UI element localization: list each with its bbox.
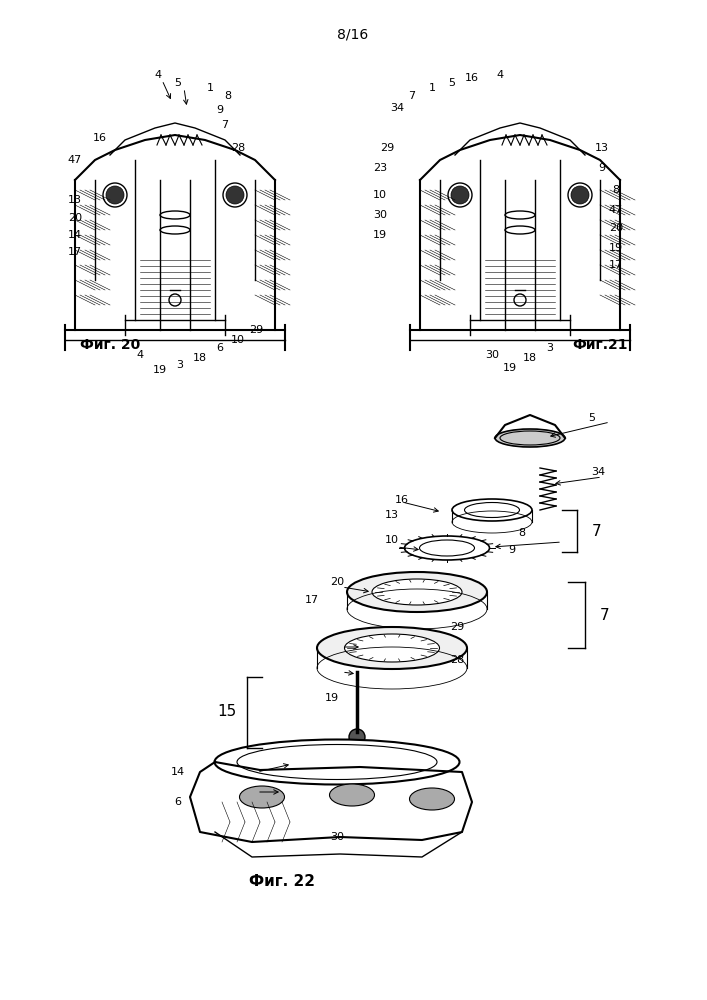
Text: 13: 13 — [595, 143, 609, 153]
Text: 17: 17 — [609, 260, 623, 270]
Text: 34: 34 — [390, 103, 404, 113]
Ellipse shape — [317, 627, 467, 669]
Ellipse shape — [237, 744, 437, 780]
Text: 4: 4 — [154, 70, 162, 80]
Ellipse shape — [240, 786, 284, 808]
Text: 5: 5 — [588, 413, 595, 423]
Circle shape — [106, 186, 124, 204]
Text: 15: 15 — [218, 704, 237, 720]
Ellipse shape — [464, 502, 520, 518]
Text: 30: 30 — [485, 350, 499, 360]
Text: 30: 30 — [330, 832, 344, 842]
Text: 16: 16 — [395, 495, 409, 505]
Text: 14: 14 — [171, 767, 185, 777]
Text: 18: 18 — [523, 353, 537, 363]
Text: 10: 10 — [373, 190, 387, 200]
Text: 8: 8 — [224, 91, 232, 101]
Text: 19: 19 — [153, 365, 167, 375]
Ellipse shape — [344, 634, 440, 662]
Circle shape — [571, 186, 589, 204]
Text: 20: 20 — [330, 577, 344, 587]
Ellipse shape — [419, 540, 474, 556]
Text: 29: 29 — [450, 622, 464, 632]
Text: 17: 17 — [305, 595, 319, 605]
Text: Фиг. 22: Фиг. 22 — [249, 874, 315, 890]
Text: 5: 5 — [448, 78, 455, 88]
Text: 19: 19 — [503, 363, 517, 373]
Ellipse shape — [495, 429, 565, 447]
Text: 10: 10 — [385, 535, 399, 545]
Text: 20: 20 — [68, 213, 82, 223]
Ellipse shape — [409, 788, 455, 810]
Text: 16: 16 — [93, 133, 107, 143]
Text: 7: 7 — [600, 607, 609, 622]
Ellipse shape — [329, 784, 375, 806]
Circle shape — [451, 186, 469, 204]
Text: 23: 23 — [373, 163, 387, 173]
Circle shape — [226, 186, 244, 204]
Text: 1: 1 — [428, 83, 436, 93]
Text: 4: 4 — [136, 350, 144, 360]
Text: 3: 3 — [547, 343, 554, 353]
Ellipse shape — [404, 536, 489, 560]
Text: Фиг. 20: Фиг. 20 — [80, 338, 140, 352]
Ellipse shape — [347, 572, 487, 612]
Text: 6: 6 — [175, 797, 182, 807]
Text: 8: 8 — [612, 185, 619, 195]
Text: 7: 7 — [221, 120, 228, 130]
Text: 19: 19 — [609, 243, 623, 253]
Text: 7: 7 — [409, 91, 416, 101]
Text: 8: 8 — [518, 528, 525, 538]
Text: 13: 13 — [68, 195, 82, 205]
Ellipse shape — [372, 579, 462, 605]
Text: 6: 6 — [216, 343, 223, 353]
Ellipse shape — [452, 499, 532, 521]
Text: 18: 18 — [193, 353, 207, 363]
Text: 16: 16 — [465, 73, 479, 83]
Text: 9: 9 — [216, 105, 223, 115]
Text: 30: 30 — [373, 210, 387, 220]
Text: 20: 20 — [609, 223, 623, 233]
Text: 29: 29 — [249, 325, 263, 335]
Circle shape — [349, 729, 365, 745]
Text: 29: 29 — [380, 143, 394, 153]
Text: 10: 10 — [231, 335, 245, 345]
Text: 4: 4 — [496, 70, 503, 80]
Text: 47: 47 — [609, 205, 623, 215]
Text: 7: 7 — [592, 524, 602, 538]
Text: Фиг.21: Фиг.21 — [572, 338, 628, 352]
Text: 19: 19 — [373, 230, 387, 240]
Text: 28: 28 — [450, 655, 464, 665]
Text: 9: 9 — [598, 163, 606, 173]
Text: 1: 1 — [206, 83, 214, 93]
Text: 8/16: 8/16 — [337, 28, 368, 42]
Text: 13: 13 — [385, 510, 399, 520]
Ellipse shape — [214, 740, 460, 784]
Text: 5: 5 — [175, 78, 182, 88]
Text: 34: 34 — [591, 467, 605, 477]
Text: 17: 17 — [68, 247, 82, 257]
Text: 3: 3 — [177, 360, 184, 370]
Text: 14: 14 — [68, 230, 82, 240]
Text: 47: 47 — [68, 155, 82, 165]
Text: 28: 28 — [231, 143, 245, 153]
Text: 9: 9 — [508, 545, 515, 555]
Text: 19: 19 — [325, 693, 339, 703]
